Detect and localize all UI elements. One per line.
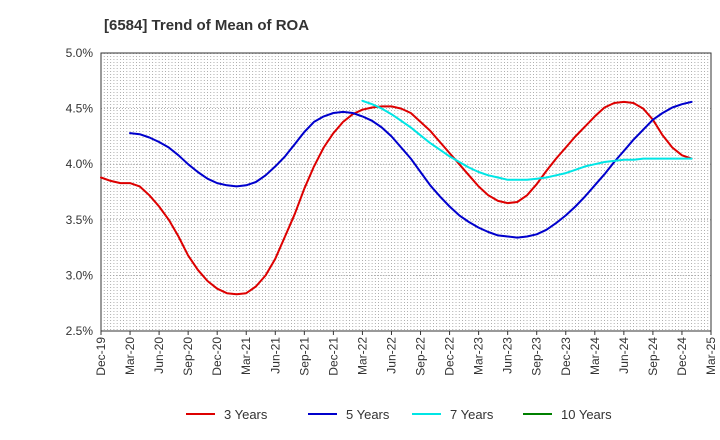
legend-label-3-years: 3 Years (224, 407, 268, 422)
y-axis-ticks: 2.5% 3.0% 3.5% 4.0% 4.5% 5.0% (66, 46, 94, 338)
y-tick-label: 2.5% (66, 324, 94, 338)
plot-area (101, 53, 711, 331)
x-tick-label: Mar-20 (123, 337, 137, 375)
y-tick-label: 3.5% (66, 213, 94, 227)
x-tick-label: Sep-23 (530, 337, 544, 376)
series-lines (100, 99, 693, 296)
x-axis-ticks: Dec-19 Mar-20 Jun-20 Sep-20 Dec-20 Mar-21 Jun-… (94, 331, 718, 376)
legend-label-10-years: 10 Years (561, 407, 612, 422)
x-tick-label: Jun-22 (384, 337, 398, 374)
y-tick-label: 3.0% (66, 268, 94, 282)
series-line-5-years (129, 100, 693, 239)
x-tick-label: Jun-21 (268, 337, 282, 374)
x-tick-label: Dec-20 (210, 337, 224, 376)
legend: 3 Years 5 Years 7 Years 10 Years (186, 407, 612, 422)
x-tick-label: Dec-23 (559, 337, 573, 376)
vertical-gridlines (100, 53, 712, 331)
x-tick-label: Mar-22 (355, 337, 369, 375)
x-tick-label: Mar-21 (239, 337, 253, 375)
x-tick-label: Dec-22 (443, 337, 457, 376)
legend-label-7-years: 7 Years (450, 407, 494, 422)
x-tick-label: Dec-21 (326, 337, 340, 376)
y-tick-label: 4.0% (66, 157, 94, 171)
x-tick-label: Jun-20 (152, 337, 166, 374)
series-line-3-years (100, 100, 693, 296)
x-tick-label: Sep-21 (297, 337, 311, 376)
x-tick-label: Sep-20 (181, 337, 195, 376)
y-tick-label: 4.5% (66, 102, 94, 116)
x-tick-label: Mar-23 (472, 337, 486, 375)
y-tick-label: 5.0% (66, 46, 94, 60)
x-tick-label: Mar-24 (588, 337, 602, 375)
x-tick-label: Jun-24 (617, 337, 631, 374)
plot-frame (100, 52, 712, 332)
x-tick-label: Sep-22 (414, 337, 428, 376)
series-line-7-years (361, 99, 693, 181)
x-tick-label: Jun-23 (501, 337, 515, 374)
chart-title: [6584] Trend of Mean of ROA (104, 17, 309, 34)
x-tick-label: Mar-25 (704, 337, 718, 375)
x-tick-label: Sep-24 (646, 337, 660, 376)
legend-label-5-years: 5 Years (346, 407, 390, 422)
x-tick-label: Dec-24 (675, 337, 689, 376)
x-tick-label: Dec-19 (94, 337, 108, 376)
